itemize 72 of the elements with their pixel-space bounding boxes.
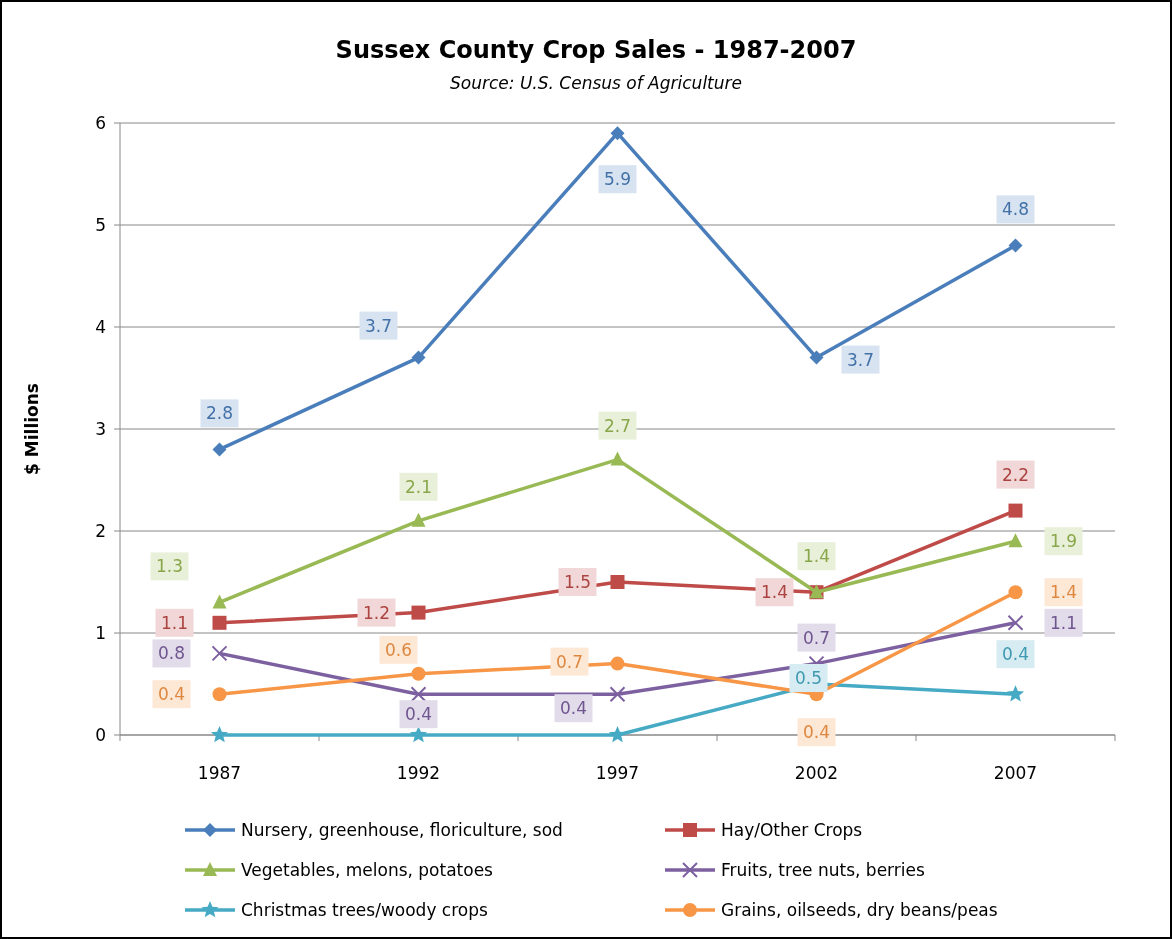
data-label: 0.4 — [404, 704, 433, 725]
y-tick-label: 6 — [95, 113, 106, 133]
data-label: 4.8 — [1001, 199, 1030, 220]
point — [610, 451, 625, 466]
data-label: 1.9 — [1049, 531, 1078, 552]
data-label: 1.4 — [802, 546, 831, 567]
point — [1008, 585, 1023, 600]
point — [610, 656, 625, 671]
point — [809, 350, 824, 365]
data-label: 0.7 — [555, 651, 584, 672]
data-label: 2.7 — [603, 415, 632, 436]
point — [411, 350, 426, 365]
point — [210, 726, 229, 743]
data-label: 2.8 — [205, 403, 234, 424]
legend-label: Grains, oilseeds, dry beans/peas — [721, 900, 998, 920]
data-label: 0.6 — [384, 639, 413, 660]
legend-label: Hay/Other Crops — [721, 820, 863, 840]
point — [1008, 238, 1023, 253]
y-tick-label: 0 — [95, 725, 106, 745]
data-label: 0.8 — [157, 643, 186, 664]
point — [1006, 685, 1025, 702]
x-tick-label: 1997 — [595, 763, 640, 783]
point — [411, 605, 426, 620]
x-tick-label: 1992 — [396, 763, 441, 783]
point — [1007, 614, 1024, 631]
x-tick-label: 2007 — [993, 763, 1038, 783]
point — [409, 726, 428, 743]
point — [609, 686, 626, 703]
chart-title: Sussex County Crop Sales - 1987-2007 — [335, 36, 857, 64]
y-tick-label: 3 — [95, 419, 106, 439]
point — [212, 442, 227, 457]
data-label: 5.9 — [603, 169, 632, 190]
x-tick-label: 2002 — [794, 763, 839, 783]
data-label: 1.3 — [155, 556, 184, 577]
data-label: 1.2 — [362, 602, 391, 623]
data-label: 3.7 — [364, 315, 393, 336]
legend-label: Vegetables, melons, potatoes — [241, 860, 494, 880]
point — [1008, 503, 1023, 518]
point — [410, 686, 427, 703]
data-label: 1.5 — [563, 572, 592, 592]
chart-subtitle: Source: U.S. Census of Agriculture — [450, 73, 742, 93]
data-label: 0.4 — [1001, 644, 1030, 665]
y-tick-label: 4 — [95, 317, 106, 337]
point — [212, 594, 227, 609]
legend-label: Nursery, greenhouse, floriculture, sod — [241, 820, 563, 840]
data-label: 1.4 — [760, 582, 789, 603]
data-label: 3.7 — [846, 349, 875, 370]
point — [1008, 533, 1023, 548]
data-label: 1.1 — [160, 612, 189, 633]
point — [610, 575, 625, 589]
data-label: 0.5 — [794, 668, 823, 688]
data-label: 0.4 — [802, 722, 831, 743]
legend-label: Fruits, tree nuts, berries — [721, 860, 925, 880]
point — [411, 512, 426, 527]
data-label: 0.7 — [802, 627, 831, 648]
y-axis-title: $ Millions — [22, 383, 42, 475]
data-label: 1.1 — [1049, 612, 1078, 633]
data-label: 0.4 — [157, 684, 186, 705]
legend-label: Christmas trees/woody crops — [241, 900, 489, 920]
point — [211, 645, 228, 662]
data-label: 1.4 — [1049, 582, 1078, 603]
x-tick-label: 1987 — [197, 763, 242, 783]
point — [411, 666, 426, 681]
data-label: 2.1 — [404, 476, 433, 497]
y-tick-label: 2 — [95, 521, 106, 541]
point — [212, 615, 227, 630]
data-label: 0.4 — [559, 698, 588, 719]
y-tick-label: 5 — [95, 215, 106, 235]
point — [610, 126, 625, 141]
y-tick-label: 1 — [95, 623, 106, 643]
data-label: 2.2 — [1001, 464, 1030, 485]
point — [212, 687, 227, 702]
